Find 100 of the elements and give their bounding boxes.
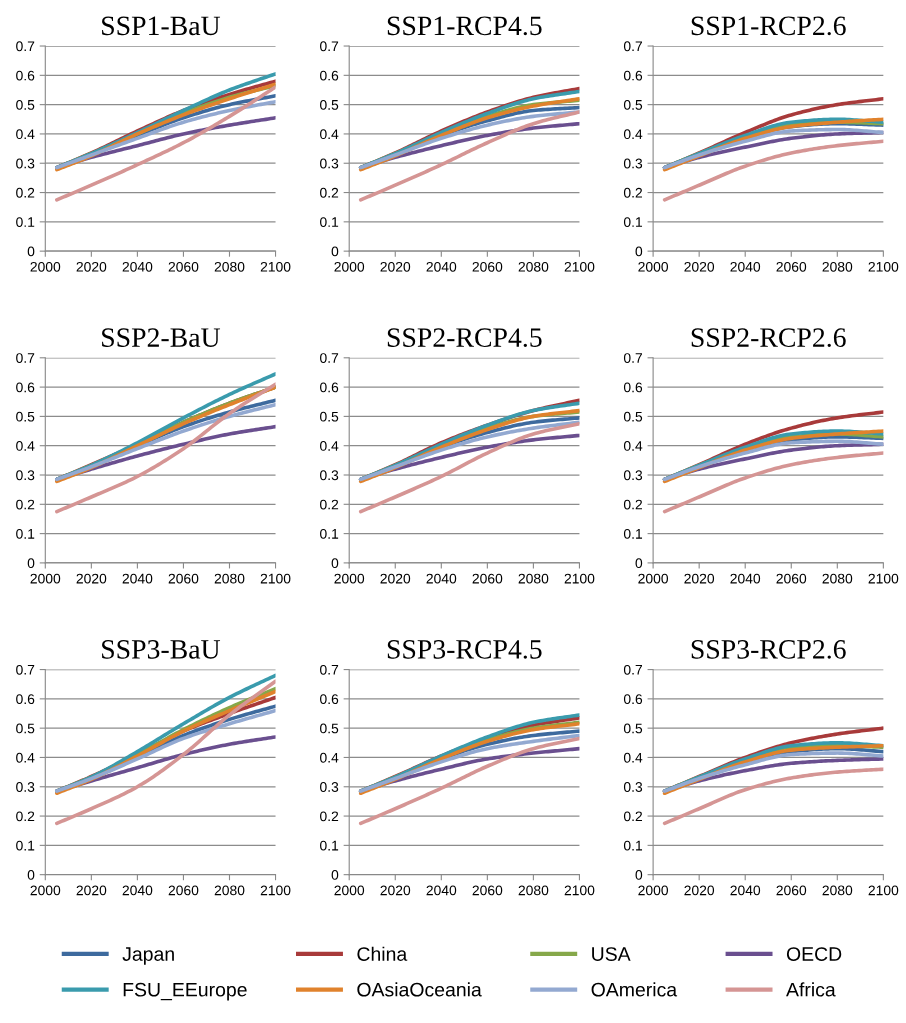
chart-title: SSP3-BaU xyxy=(102,640,221,659)
y-tick-label: 0.2 xyxy=(623,187,642,198)
y-tick-label: 0.4 xyxy=(623,752,643,763)
x-tick-label: 2040 xyxy=(730,885,761,896)
x-tick-label: 2060 xyxy=(776,261,807,272)
y-tick-label: 0.6 xyxy=(320,70,339,81)
x-tick-label: 2020 xyxy=(380,573,411,584)
x-tick-label: 2000 xyxy=(30,573,61,584)
y-tick-label: 0.6 xyxy=(16,70,35,81)
x-tick-label: 2100 xyxy=(564,573,595,584)
x-tick-label: 2100 xyxy=(868,573,899,584)
y-tick-label: 0.2 xyxy=(16,187,35,198)
x-tick-label: 2000 xyxy=(638,573,669,584)
y-tick-label: 0.3 xyxy=(320,782,339,792)
x-tick-label: 2100 xyxy=(260,261,291,272)
y-tick-label: 0.2 xyxy=(320,811,339,822)
y-tick-label: 0.7 xyxy=(623,664,642,675)
y-tick-label: 0.5 xyxy=(320,411,339,422)
y-tick-label: 0.7 xyxy=(320,353,339,363)
y-tick-label: 0.7 xyxy=(16,353,35,363)
y-tick-label: 0.4 xyxy=(16,441,35,451)
x-tick-label: 2040 xyxy=(426,573,457,584)
x-tick-label: 2020 xyxy=(380,885,411,896)
legend-label: OECD xyxy=(786,947,842,961)
x-tick-label: 2040 xyxy=(122,885,153,896)
x-tick-label: 2000 xyxy=(334,573,365,584)
x-tick-label: 2040 xyxy=(730,261,761,272)
x-tick-label: 2000 xyxy=(334,885,365,896)
y-tick-label: 0.1 xyxy=(320,528,339,539)
y-tick-label: 0 xyxy=(27,246,35,257)
x-tick-label: 2000 xyxy=(30,261,61,272)
x-tick-label: 2060 xyxy=(168,885,199,896)
x-tick-label: 2060 xyxy=(168,261,199,272)
x-tick-label: 2000 xyxy=(334,261,365,272)
x-tick-label: 2020 xyxy=(684,261,715,272)
y-tick-label: 0.1 xyxy=(16,840,35,851)
x-tick-label: 2000 xyxy=(638,261,669,272)
y-tick-label: 0.7 xyxy=(320,41,339,52)
x-tick-label: 2040 xyxy=(426,885,457,896)
x-tick-label: 2040 xyxy=(122,573,153,584)
chart-title: SSP2-RCP4.5 xyxy=(387,328,542,348)
x-tick-label: 2000 xyxy=(638,885,669,896)
y-tick-label: 0.2 xyxy=(623,811,642,822)
y-tick-label: 0 xyxy=(635,870,643,880)
y-tick-label: 0.2 xyxy=(16,811,35,822)
x-tick-label: 2080 xyxy=(214,261,245,272)
y-tick-label: 0.1 xyxy=(623,528,643,539)
y-tick-label: 0.3 xyxy=(623,158,643,169)
y-tick-label: 0 xyxy=(635,246,643,257)
chart-title: SSP3-RCP2.6 xyxy=(691,640,846,659)
y-tick-label: 0.3 xyxy=(16,158,35,169)
y-tick-label: 0.4 xyxy=(320,752,339,763)
x-tick-label: 2080 xyxy=(518,261,549,272)
x-tick-label: 2080 xyxy=(518,573,549,584)
x-tick-label: 2000 xyxy=(30,885,61,896)
x-tick-label: 2080 xyxy=(214,885,245,896)
y-tick-label: 0.4 xyxy=(16,752,35,763)
y-tick-label: 0.6 xyxy=(623,694,643,705)
chart-title: SSP1-RCP4.5 xyxy=(387,16,542,36)
y-tick-label: 0.7 xyxy=(623,353,642,363)
x-tick-label: 2080 xyxy=(822,885,853,896)
y-tick-label: 0.7 xyxy=(320,664,339,675)
y-tick-label: 0.1 xyxy=(623,840,643,851)
x-tick-label: 2040 xyxy=(730,573,761,584)
y-tick-label: 0.7 xyxy=(16,41,35,52)
y-tick-label: 0.5 xyxy=(623,99,643,110)
legend-label: OAsiaOceania xyxy=(357,982,482,997)
chart-title: SSP2-RCP2.6 xyxy=(691,328,846,348)
y-tick-label: 0.6 xyxy=(16,694,35,705)
x-tick-label: 2060 xyxy=(168,573,199,584)
x-tick-label: 2020 xyxy=(76,261,107,272)
y-tick-label: 0.6 xyxy=(16,382,35,393)
y-tick-label: 0.6 xyxy=(623,382,643,393)
x-tick-label: 2080 xyxy=(822,573,853,584)
y-tick-label: 0.5 xyxy=(623,411,643,422)
x-tick-label: 2100 xyxy=(260,885,291,896)
y-tick-label: 0.3 xyxy=(320,470,339,481)
y-tick-label: 0.2 xyxy=(16,499,35,510)
legend-label: Japan xyxy=(122,947,174,965)
y-tick-label: 0.1 xyxy=(320,840,339,851)
legend-label: China xyxy=(357,946,408,961)
legend-label: FSU_EEurope xyxy=(123,982,247,1001)
y-tick-label: 0.6 xyxy=(320,694,339,705)
x-tick-label: 2060 xyxy=(776,573,807,584)
y-tick-label: 0.1 xyxy=(16,528,35,539)
x-tick-label: 2020 xyxy=(684,573,715,584)
y-tick-label: 0.3 xyxy=(16,470,35,481)
y-tick-label: 0.2 xyxy=(623,499,642,510)
y-tick-label: 0.3 xyxy=(16,782,35,792)
y-tick-label: 0.2 xyxy=(320,187,339,198)
x-tick-label: 2100 xyxy=(868,261,899,272)
legend-label: OAmerica xyxy=(591,982,678,997)
x-tick-label: 2060 xyxy=(472,573,503,584)
y-tick-label: 0.6 xyxy=(623,70,643,81)
x-tick-label: 2020 xyxy=(76,573,107,584)
y-tick-label: 0.4 xyxy=(623,129,643,140)
y-tick-label: 0.3 xyxy=(320,158,339,169)
y-tick-label: 0.4 xyxy=(320,129,339,140)
y-tick-label: 0.5 xyxy=(16,99,35,110)
chart-title: SSP1-RCP2.6 xyxy=(691,16,846,36)
